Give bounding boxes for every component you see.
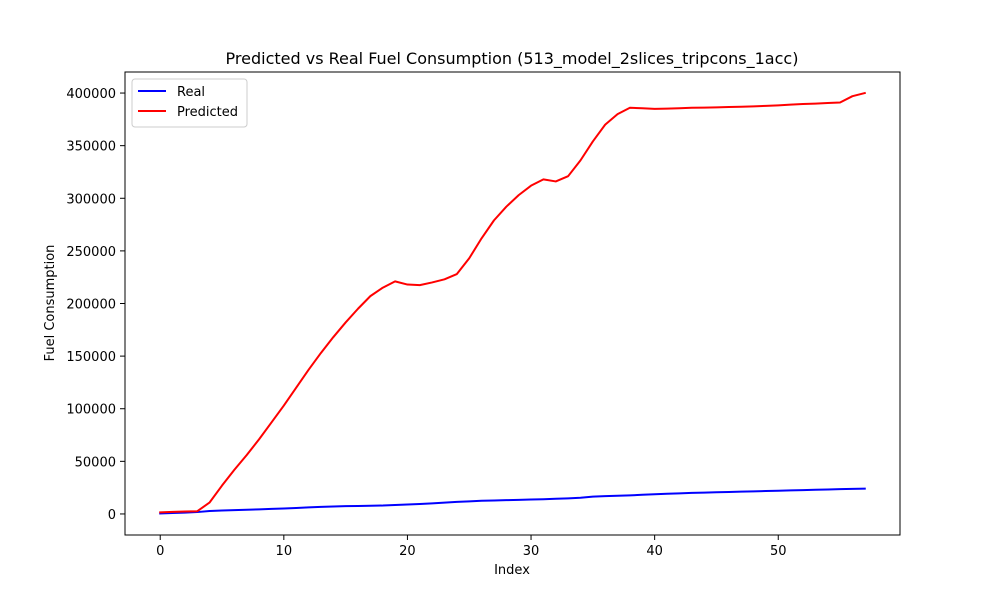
x-tick-label: 40: [646, 544, 663, 559]
series-line-predicted: [159, 91, 866, 514]
y-tick-label: 350000: [66, 140, 116, 155]
x-tick-label: 20: [399, 544, 416, 559]
x-tick-label: 10: [276, 544, 293, 559]
y-tick-label: 200000: [66, 298, 116, 313]
x-axis-label: Index: [494, 563, 530, 578]
x-tick-label: 30: [523, 544, 540, 559]
y-tick-label: 150000: [66, 350, 116, 365]
x-axis: 0 10 20 30 40 50: [156, 535, 787, 559]
x-tick-label: 0: [156, 544, 164, 559]
y-tick-label: 0: [108, 508, 116, 523]
y-axis: 0 50000 100000 150000 200000 250000 300000 3500…: [66, 87, 125, 523]
plot-layer: [159, 91, 866, 515]
legend-label-real: Real: [177, 85, 205, 100]
y-tick-label: 300000: [66, 192, 116, 207]
y-tick-label: 400000: [66, 87, 116, 102]
x-tick-label: 50: [770, 544, 787, 559]
y-tick-label: 100000: [66, 403, 116, 418]
chart-title: Predicted vs Real Fuel Consumption (513_…: [226, 49, 799, 69]
legend: Real Predicted: [131, 78, 248, 128]
y-tick-label: 250000: [66, 245, 116, 260]
y-axis-label: Fuel Consumption: [43, 245, 58, 362]
series-line-real: [159, 487, 866, 515]
y-tick-label: 50000: [75, 455, 116, 470]
legend-label-predicted: Predicted: [177, 105, 238, 120]
